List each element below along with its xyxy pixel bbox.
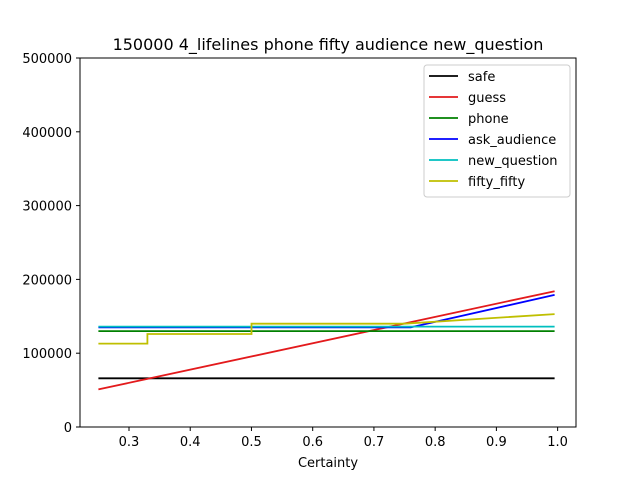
series-line-fifty-fifty: [98, 313, 555, 345]
legend-label: guess: [468, 91, 506, 106]
x-tick-label: 0.4: [180, 435, 201, 450]
x-axis-label: Certainty: [298, 456, 358, 471]
series-lines: [98, 290, 555, 391]
x-tick-label: 0.9: [486, 435, 507, 450]
x-tick-label: 0.7: [364, 435, 385, 450]
legend: safe guess phone ask_audience new_questionfi…: [423, 64, 571, 198]
legend-box: [423, 64, 571, 198]
series-line-guess: [98, 290, 555, 391]
legend-label: new_question: [468, 154, 558, 169]
series-line-ask-audience: [98, 294, 555, 329]
y-tick-label: 200000: [22, 273, 72, 288]
legend-label: safe: [468, 70, 495, 85]
y-tick-label: 300000: [22, 200, 72, 215]
legend-label: ask_audience: [468, 133, 556, 148]
x-tick-label: 0.5: [241, 435, 262, 450]
chart-title: 150000 4_lifelines phone fifty audience …: [113, 35, 544, 55]
plot-frame: [79, 57, 577, 428]
y-tick-label: 100000: [22, 347, 72, 362]
x-tick-label: 1.0: [547, 435, 568, 450]
legend-label: phone: [468, 112, 509, 127]
x-tick-label: 0.6: [302, 435, 323, 450]
x-tick-label: 0.3: [119, 435, 140, 450]
y-tick-label: 500000: [22, 52, 72, 67]
legend-label: fifty_fifty: [468, 175, 525, 190]
ticks: 0.3 0.4 0.5 0.6 0.7 0.8 0.9 1.0 0 100000 200000 300…: [22, 52, 568, 450]
y-tick-label: 400000: [22, 126, 72, 141]
axes: [79, 57, 577, 428]
x-tick-label: 0.8: [425, 435, 446, 450]
y-tick-label: 0: [64, 421, 72, 436]
